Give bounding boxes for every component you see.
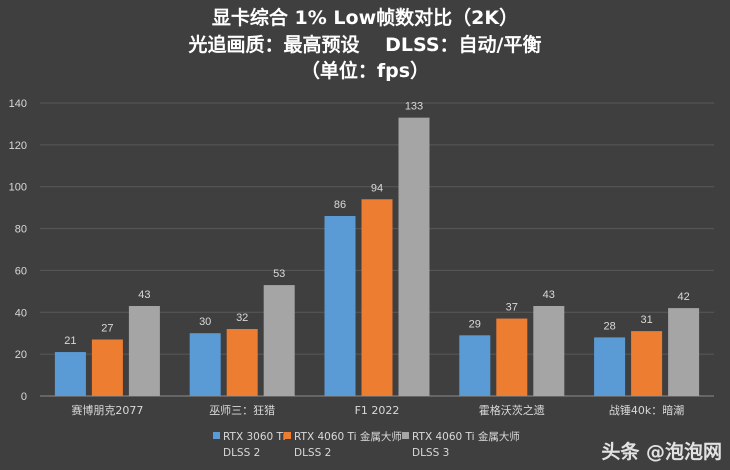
bar-2-5: [631, 331, 663, 396]
legend-swatch-1: [213, 432, 220, 439]
legend-sublabel-1: DLSS 2: [223, 447, 260, 459]
data-label: 32: [236, 312, 248, 324]
bar-3-5: [668, 308, 700, 396]
bar-1-1: [54, 352, 86, 396]
data-label: 29: [469, 318, 481, 330]
bar-1-2: [189, 333, 221, 396]
category-label: 霍格沃茨之遗: [479, 403, 545, 417]
data-label: 28: [603, 320, 615, 332]
legend-label-3: RTX 4060 Ti 金属大师: [412, 430, 520, 443]
bar-3-1: [128, 306, 160, 396]
chart-title-line-2: 光追画质：最高预设 DLSS：自动/平衡: [188, 33, 542, 56]
bar-2-4: [496, 318, 528, 396]
data-label: 94: [371, 182, 383, 194]
chart-title-line-3: （单位：fps）: [301, 59, 429, 82]
data-label: 27: [101, 322, 113, 334]
data-label: 21: [64, 335, 76, 347]
watermark: 头条 @泡泡网: [601, 440, 722, 463]
y-tick-label: 80: [15, 224, 27, 236]
legend-label-1: RTX 3060 Ti: [223, 431, 286, 443]
category-label: 巫师三：狂猎: [209, 403, 275, 417]
bar-2-2: [226, 329, 258, 396]
data-label: 53: [273, 268, 285, 280]
legend-sublabel-2: DLSS 2: [294, 447, 331, 459]
bar-1-3: [324, 216, 356, 396]
y-tick-label: 60: [15, 265, 27, 277]
data-label: 42: [677, 291, 689, 303]
category-label: 赛博朋克2077: [71, 403, 143, 417]
data-label: 43: [138, 289, 150, 301]
bar-1-4: [459, 335, 491, 396]
bar-2-1: [91, 339, 123, 396]
data-label: 133: [405, 101, 423, 113]
data-label: 43: [543, 289, 555, 301]
chart-title-line-1: 显卡综合 1% Low帧数对比（2K）: [212, 6, 518, 29]
legend-swatch-2: [284, 432, 291, 439]
y-tick-label: 0: [21, 391, 27, 403]
y-tick-label: 20: [15, 349, 27, 361]
y-tick-label: 40: [15, 307, 27, 319]
data-label: 86: [334, 199, 346, 211]
bar-2-3: [361, 199, 393, 396]
legend-label-2: RTX 4060 Ti 金属大师: [294, 430, 402, 443]
category-label: F1 2022: [355, 404, 400, 417]
bar-3-4: [533, 306, 565, 396]
category-label: 战锤40k：暗潮: [609, 403, 684, 417]
bar-3-3: [398, 117, 430, 397]
bar-1-5: [594, 337, 626, 396]
data-label: 30: [199, 316, 211, 328]
data-label: 37: [506, 302, 518, 314]
y-tick-label: 120: [9, 140, 27, 152]
y-tick-label: 100: [9, 182, 27, 194]
bar-3-2: [263, 285, 295, 396]
y-tick-label: 140: [9, 98, 27, 110]
legend-swatch-3: [402, 432, 409, 439]
legend-sublabel-3: DLSS 3: [412, 447, 449, 459]
data-label: 31: [640, 314, 652, 326]
